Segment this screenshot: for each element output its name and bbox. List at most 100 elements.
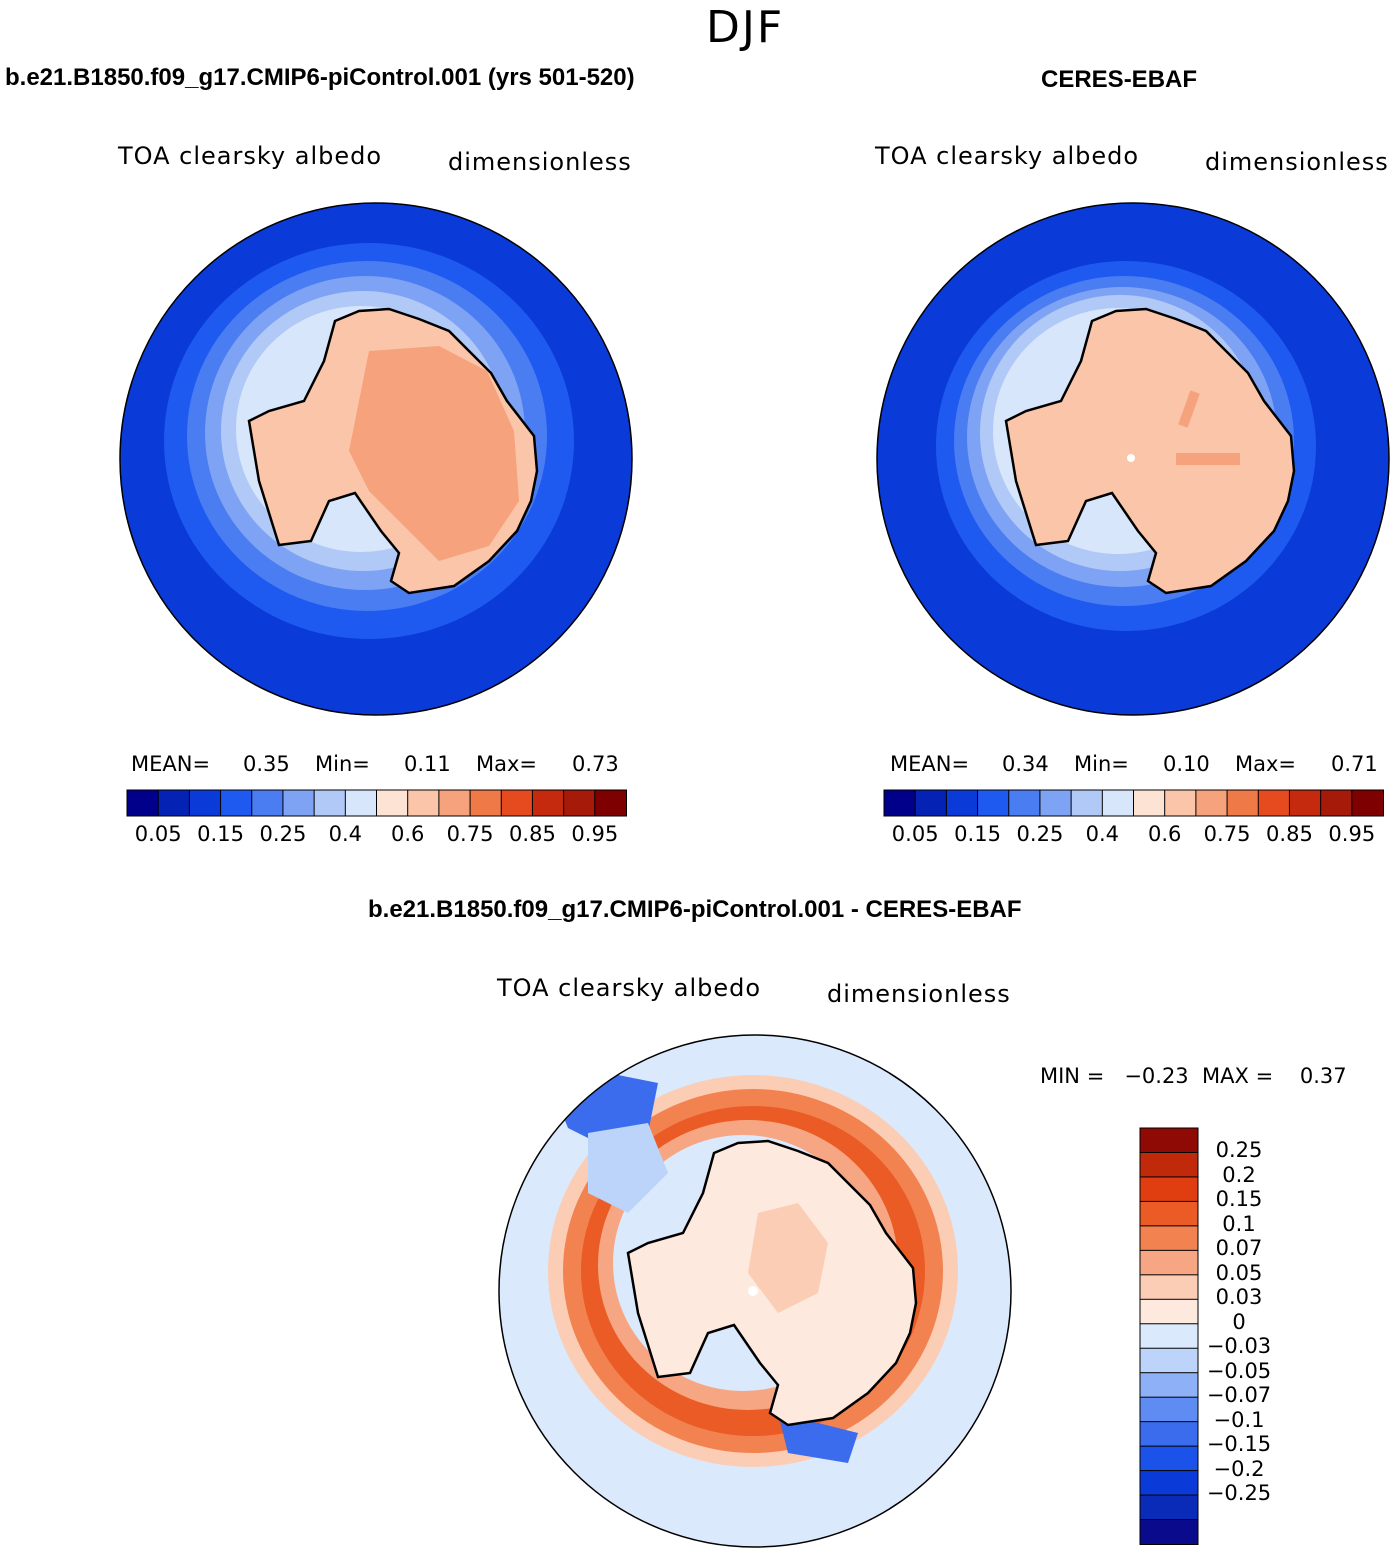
colorbar-swatch bbox=[344, 789, 378, 817]
model-mean-label: MEAN= bbox=[131, 752, 211, 776]
colorbar-swatch bbox=[1139, 1298, 1199, 1325]
colorbar-swatch bbox=[1070, 789, 1104, 817]
model-units-label: dimensionless bbox=[448, 148, 632, 176]
diff-min-max: MIN = −0.23 MAX = 0.37 bbox=[1040, 1064, 1347, 1088]
colorbar-swatch bbox=[438, 789, 472, 817]
diff-colorbar bbox=[1139, 1127, 1199, 1546]
diff-variable-label: TOA clearsky albedo bbox=[497, 974, 762, 1002]
colorbar-swatch bbox=[1139, 1249, 1199, 1276]
colorbar-swatch bbox=[500, 789, 534, 817]
colorbar-swatch bbox=[1139, 1519, 1199, 1546]
colorbar-swatch bbox=[945, 789, 979, 817]
obs-max-value: 0.71 bbox=[1331, 752, 1378, 776]
model-colorbar bbox=[126, 789, 627, 817]
model-min-value: 0.11 bbox=[404, 752, 451, 776]
colorbar-swatch bbox=[1139, 1445, 1199, 1472]
colorbar-tick-label: 0.95 bbox=[1328, 822, 1376, 846]
colorbar-swatch bbox=[407, 789, 440, 817]
colorbar-swatch bbox=[1139, 1372, 1199, 1399]
colorbar-swatch bbox=[1351, 789, 1384, 817]
colorbar-swatch bbox=[313, 789, 347, 817]
colorbar-swatch bbox=[914, 789, 948, 817]
colorbar-tick-label: 0.25 bbox=[259, 822, 307, 846]
obs-min-value: 0.10 bbox=[1163, 752, 1210, 776]
colorbar-swatch bbox=[157, 789, 191, 817]
colorbar-tick-label: 0.2 bbox=[1222, 1162, 1256, 1187]
colorbar-swatch bbox=[126, 789, 160, 817]
colorbar-tick-label: 0.25 bbox=[1016, 822, 1064, 846]
colorbar-swatch bbox=[1139, 1494, 1199, 1521]
colorbar-tick-label: 0.95 bbox=[571, 822, 619, 846]
colorbar-swatch bbox=[977, 789, 1010, 817]
colorbar-tick-label: −0.1 bbox=[1213, 1407, 1265, 1432]
colorbar-tick-label: 0.75 bbox=[446, 822, 494, 846]
colorbar-swatch bbox=[1139, 1127, 1199, 1154]
obs-mean-label: MEAN= bbox=[890, 752, 970, 776]
obs-panel-title: CERES-EBAF bbox=[1041, 66, 1198, 93]
colorbar-swatch bbox=[1008, 789, 1041, 817]
colorbar-swatch bbox=[1139, 1323, 1199, 1350]
diff-units-label: dimensionless bbox=[827, 980, 1011, 1008]
model-variable-label: TOA clearsky albedo bbox=[118, 142, 383, 170]
colorbar-swatch bbox=[1133, 789, 1166, 817]
colorbar-swatch bbox=[1139, 1151, 1199, 1178]
model-max-label: Max= bbox=[476, 752, 538, 776]
colorbar-tick-label: 0.05 bbox=[1215, 1260, 1263, 1285]
colorbar-tick-label: 0.15 bbox=[1215, 1187, 1263, 1212]
colorbar-swatch bbox=[1164, 789, 1197, 817]
colorbar-tick-label: 0.75 bbox=[1203, 822, 1251, 846]
colorbar-swatch bbox=[251, 789, 284, 817]
colorbar-tick-label: 0.6 bbox=[1147, 822, 1182, 846]
colorbar-tick-label: −0.25 bbox=[1206, 1481, 1272, 1506]
colorbar-tick-label: −0.07 bbox=[1206, 1383, 1272, 1408]
obs-colorbar bbox=[883, 789, 1384, 817]
obs-min-label: Min= bbox=[1074, 752, 1129, 776]
model-mean-value: 0.35 bbox=[243, 752, 290, 776]
model-min-label: Min= bbox=[315, 752, 370, 776]
colorbar-swatch bbox=[1139, 1225, 1199, 1252]
colorbar-tick-label: −0.15 bbox=[1206, 1432, 1272, 1457]
colorbar-tick-label: 0.1 bbox=[1222, 1211, 1256, 1236]
colorbar-swatch bbox=[1139, 1176, 1199, 1203]
colorbar-swatch bbox=[883, 789, 917, 817]
colorbar-tick-label: −0.2 bbox=[1213, 1456, 1265, 1481]
colorbar-swatch bbox=[1195, 789, 1229, 817]
colorbar-swatch bbox=[1139, 1396, 1199, 1423]
colorbar-tick-label: 0.25 bbox=[1215, 1138, 1263, 1163]
colorbar-tick-label: −0.05 bbox=[1206, 1358, 1272, 1383]
colorbar-tick-label: 0.05 bbox=[134, 822, 182, 846]
colorbar-tick-label: 0.6 bbox=[390, 822, 425, 846]
colorbar-swatch bbox=[531, 789, 565, 817]
colorbar-swatch bbox=[594, 789, 627, 817]
colorbar-swatch bbox=[1039, 789, 1073, 817]
colorbar-swatch bbox=[282, 789, 316, 817]
colorbar-swatch bbox=[1139, 1421, 1199, 1448]
obs-mean-value: 0.34 bbox=[1002, 752, 1049, 776]
antarctica-landmass bbox=[1004, 307, 1296, 595]
colorbar-swatch bbox=[1139, 1347, 1199, 1374]
colorbar-swatch bbox=[1139, 1470, 1199, 1497]
colorbar-tick-label: 0.4 bbox=[328, 822, 363, 846]
colorbar-tick-label: 0.05 bbox=[891, 822, 939, 846]
colorbar-tick-label: 0.15 bbox=[197, 822, 244, 846]
colorbar-swatch bbox=[376, 789, 409, 817]
colorbar-tick-label: −0.03 bbox=[1206, 1334, 1272, 1359]
model-max-value: 0.73 bbox=[572, 752, 619, 776]
colorbar-swatch bbox=[1101, 789, 1135, 817]
obs-polar-map bbox=[876, 202, 1390, 716]
obs-max-label: Max= bbox=[1235, 752, 1297, 776]
colorbar-swatch bbox=[1226, 789, 1260, 817]
colorbar-tick-label: 0.15 bbox=[954, 822, 1001, 846]
colorbar-swatch bbox=[469, 789, 503, 817]
season-title: DJF bbox=[706, 2, 785, 53]
colorbar-tick-label: 0.03 bbox=[1215, 1285, 1263, 1310]
colorbar-tick-label: 0.4 bbox=[1085, 822, 1120, 846]
colorbar-swatch bbox=[1288, 789, 1322, 817]
colorbar-swatch bbox=[188, 789, 222, 817]
colorbar-swatch bbox=[1257, 789, 1291, 817]
colorbar-swatch bbox=[1139, 1200, 1199, 1227]
colorbar-tick-label: 0.85 bbox=[509, 822, 556, 846]
diff-polar-map bbox=[498, 1034, 1012, 1548]
colorbar-swatch bbox=[563, 789, 596, 817]
colorbar-tick-label: 0.07 bbox=[1215, 1236, 1263, 1261]
